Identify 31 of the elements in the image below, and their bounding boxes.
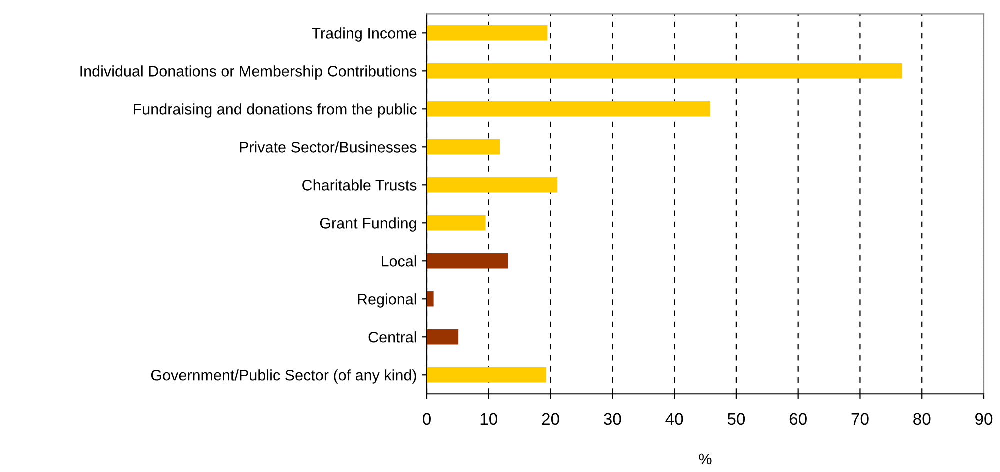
x-tick-label: 30: [604, 413, 622, 426]
x-tick-label: 90: [976, 413, 993, 426]
y-tick-label: Private Sector/Businesses: [240, 142, 417, 153]
bar: [427, 330, 459, 345]
y-tick-label: Charitable Trusts: [302, 180, 417, 191]
y-tick-label: Trading Income: [312, 28, 417, 42]
bar: [427, 178, 558, 193]
bar: [427, 140, 500, 155]
bar: [427, 26, 548, 41]
x-tick-label: 60: [790, 413, 807, 426]
x-tick-label: 20: [542, 413, 560, 426]
y-tick-label: Grant Funding: [320, 218, 416, 232]
y-tick-label: Central: [368, 332, 416, 343]
bar: [427, 216, 486, 231]
x-tick-label: 70: [852, 413, 869, 426]
bar: [427, 102, 710, 117]
bar: [427, 254, 508, 269]
x-tick-label: 40: [666, 413, 684, 426]
x-tick-label: 10: [480, 413, 498, 426]
bar: [427, 292, 434, 307]
x-tick-label: 0: [423, 413, 431, 426]
y-tick-label: Local: [382, 256, 416, 267]
y-tick-label: Individual Donations or Membership Contributions: [80, 66, 417, 80]
y-tick-label: Regional: [358, 294, 416, 308]
x-tick-label: 80: [914, 413, 931, 426]
bar: [427, 368, 546, 383]
bar: [427, 64, 902, 79]
x-axis-title: %: [699, 454, 712, 465]
y-tick-label: Government/Public Sector (of any kind): [151, 370, 416, 384]
x-tick-label: 50: [728, 413, 746, 426]
y-tick-label: Fundraising and donations from the public: [134, 104, 417, 118]
